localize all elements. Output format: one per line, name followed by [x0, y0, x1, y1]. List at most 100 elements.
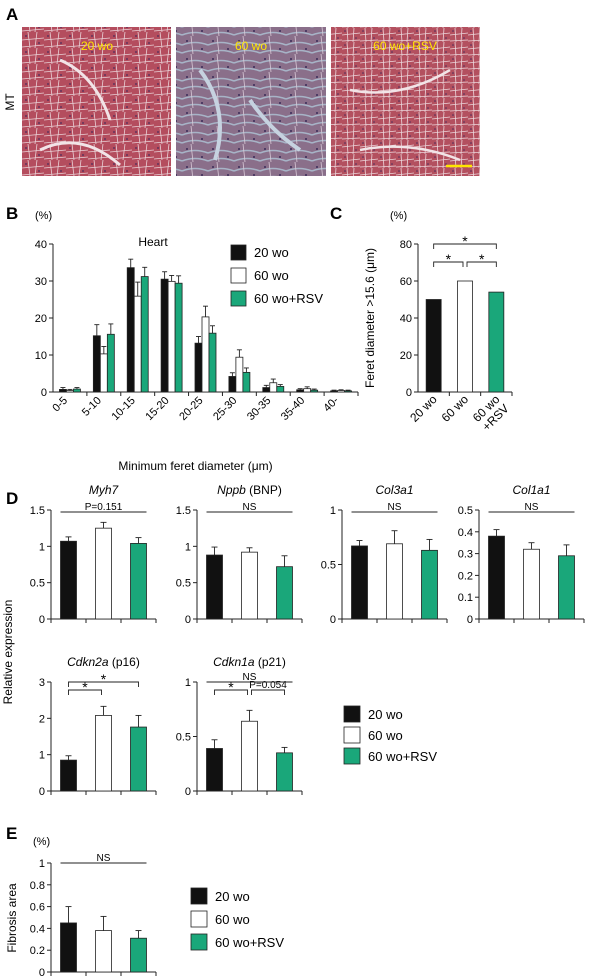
- chartD-cdkn2a-ytick-label-2: 2: [39, 713, 45, 725]
- chartC-xtick-label-0: 20 wo: [407, 392, 440, 425]
- chartD-col1a1-ytick-label-2: 0.2: [458, 570, 473, 582]
- chartE-ytick-label-5: 1: [39, 858, 45, 870]
- chartD-col1a1-bar-2: [558, 555, 575, 620]
- legendE-swatch-2: [190, 933, 208, 951]
- chartD-cdkn1a-ytick-label-0: 0: [185, 786, 191, 798]
- chartB-bar-20-wo-30-35: [262, 387, 271, 393]
- panelD-ylabel: Relative expression: [1, 600, 15, 705]
- chartE-ytick-label-0: 0: [39, 967, 45, 979]
- legendD-label-0: 20 wo: [368, 707, 403, 722]
- chart-e: 0 0.2 0.4 0.6 0.8 1 NS (%) Fibrosis area: [5, 836, 157, 979]
- chartD-col3a1-bar-0: [351, 545, 368, 620]
- chartB-xtick-label-1: 5-10: [80, 395, 104, 419]
- chartB-bar-20-wo-15-20: [160, 278, 169, 393]
- chartD-cdkn1a-bracket-label: *: [228, 679, 234, 695]
- chartB-xtick-label-5: 25-30: [211, 395, 239, 423]
- chartD-col3a1: 0 0.5 1 Col3a1 NS: [321, 483, 448, 626]
- chartB-bar-60-wo-RSV-10-15: [140, 276, 149, 393]
- chartD-col3a1-title: Col3a1: [375, 483, 413, 497]
- chartD-nppb-bar-2: [276, 566, 293, 620]
- chartC-bar-0: [425, 299, 442, 393]
- micrograph-label-20wo: 20 wo: [81, 39, 113, 53]
- chartD-cdkn2a: 0 1 2 3 Cdkn2a (p16) * *: [39, 655, 157, 798]
- panel-letter-c: C: [330, 204, 342, 223]
- legendD-swatch-1: [343, 726, 361, 744]
- chartD-myh7-bar-2: [130, 543, 147, 620]
- chartB-bar-60-wo-20-25: [201, 316, 210, 393]
- panelA-row-label: MT: [3, 93, 17, 111]
- legendE-swatch-0: [190, 887, 208, 905]
- chartB-xtick-label-8: 40-: [321, 394, 341, 414]
- chartE-unit-label: (%): [33, 836, 50, 848]
- chartD-myh7-ytick-label-3: 1.5: [30, 505, 45, 517]
- chartD-col3a1-ytick-label-0: 0: [330, 614, 336, 626]
- chartC-ytick-label-0: 0: [406, 387, 412, 399]
- chartE-ylabel: Fibrosis area: [5, 883, 19, 953]
- legendB-label-1: 60 wo: [254, 268, 289, 283]
- chartD-cdkn2a-bar-0: [60, 759, 77, 792]
- chartD-cdkn1a-bracket: [214, 689, 248, 695]
- chartD-col3a1-ytick-label-2: 1: [330, 505, 336, 517]
- chartB-bar-60-wo-RSV-40-: [344, 390, 352, 393]
- panel-letter-d: D: [6, 489, 18, 508]
- chartB-ytick-label-1: 10: [35, 350, 47, 362]
- chartD-cdkn1a-ytick-label-1: 0.5: [176, 732, 191, 744]
- chartC-ytick-label-4: 80: [400, 239, 412, 251]
- legendB-label-0: 20 wo: [254, 245, 289, 260]
- chartD-nppb-ytick-label-3: 1.5: [176, 505, 191, 517]
- chartC-bracket-label: *: [479, 251, 485, 267]
- chartE-bar-0: [60, 922, 77, 973]
- chartD-cdkn1a-bar-1: [241, 720, 258, 792]
- chartD-myh7-bracket-label: P=0.151: [85, 502, 123, 513]
- micrograph-20wo: 20 wo: [22, 27, 171, 176]
- chartD-myh7-title: Myh7: [89, 483, 120, 497]
- chartB-bar-60-wo-25-30: [235, 356, 244, 393]
- chartC-bracket-label: *: [462, 233, 468, 249]
- chartD-col1a1-ytick-label-3: 0.3: [458, 549, 473, 561]
- panel-letter-b: B: [6, 204, 18, 223]
- chartC-bar-1: [457, 280, 473, 393]
- chartE-bar-2: [130, 937, 147, 973]
- chartD-nppb-bar-1: [241, 551, 258, 620]
- chartC-ytick-label-1: 20: [400, 350, 412, 362]
- chartD-col1a1-bracket-label: NS: [525, 502, 539, 513]
- micrograph-label-60wo-rsv: 60 wo+RSV: [373, 39, 437, 53]
- chartB-bar-60-wo-RSV-35-40: [310, 389, 319, 393]
- chartB-unit-label: (%): [35, 210, 52, 222]
- micrograph-label-60wo: 60 wo: [235, 39, 267, 53]
- chartE: 0 0.2 0.4 0.6 0.8 1 NS: [30, 853, 157, 979]
- chartD-myh7: 0 0.5 1 1.5 Myh7 P=0.151: [30, 483, 157, 626]
- legendE-swatch-1: [190, 910, 208, 928]
- chartB-xtick-label-3: 15-20: [143, 395, 171, 423]
- chartE-ytick-label-3: 0.6: [30, 902, 45, 914]
- micrograph-60wo-rsv: 60 wo+RSV: [331, 27, 480, 176]
- chartD-col3a1-bar-2: [421, 549, 438, 620]
- chartD-cdkn2a-bracket-label: *: [82, 679, 88, 695]
- chartD-cdkn1a-bar-2: [276, 752, 293, 792]
- chartD-col1a1-ytick-label-0: 0: [467, 614, 473, 626]
- chartD-cdkn1a-bracket: [251, 689, 285, 695]
- chartD-nppb: 0 0.5 1 1.5 Nppb (BNP) NS: [176, 483, 303, 626]
- chartD-myh7-bar-1: [95, 527, 112, 620]
- chartC-bar-2: [488, 291, 505, 393]
- chartD-myh7-ytick-label-2: 1: [39, 541, 45, 553]
- chartC-ylabel: Feret diameter >15.6 (μm): [363, 248, 377, 388]
- legendB-label-2: 60 wo+RSV: [254, 291, 323, 306]
- chartD-col1a1-bar-1: [523, 548, 540, 620]
- legendD-swatch-0: [343, 705, 361, 723]
- chartC-xtick-label-1: 60 wo: [439, 392, 472, 425]
- chartB-bar-60-wo-30-35: [269, 382, 278, 393]
- chartC-bracket-label: *: [446, 251, 452, 267]
- chartC-xtick-label-2: 60 wo+RSV: [470, 392, 512, 434]
- chartB-title: Heart: [138, 235, 168, 249]
- chartD-nppb-ytick-label-0: 0: [185, 614, 191, 626]
- chartD-myh7-bar-0: [60, 540, 77, 620]
- chartC-ytick-label-3: 60: [400, 276, 412, 288]
- chartB-bar-60-wo-RSV-5-10: [106, 333, 115, 393]
- chartE-ytick-label-4: 0.8: [30, 880, 45, 892]
- chartE-bracket-label: NS: [97, 853, 111, 864]
- legendB-swatch-2: [230, 290, 247, 307]
